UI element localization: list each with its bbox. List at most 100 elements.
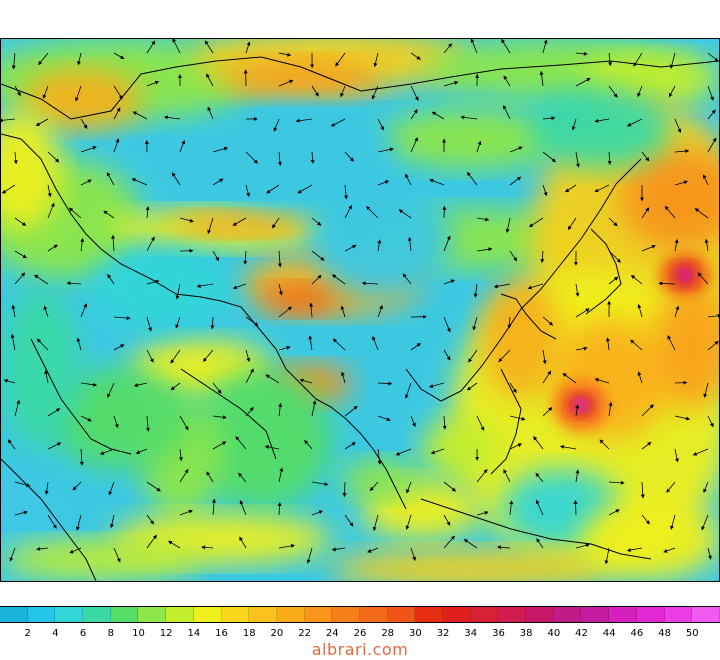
- wind-arrow: [202, 349, 214, 362]
- speed-region: [21, 69, 141, 129]
- wind-arrow: [212, 382, 222, 394]
- wind-arrow: [47, 442, 62, 450]
- color-scale-bar: [0, 606, 720, 623]
- site-watermark: albrari.com: [311, 640, 409, 659]
- wind-arrow: [507, 316, 512, 329]
- color-swatch: [193, 607, 222, 622]
- color-swatch: [138, 607, 167, 622]
- wind-arrow: [80, 237, 85, 252]
- wind-arrow: [277, 502, 282, 516]
- wind-arrow: [509, 382, 517, 394]
- wind-arrow: [608, 250, 621, 263]
- wind-arrow: [204, 40, 214, 54]
- wind-arrow: [503, 468, 511, 483]
- wind-arrow: [542, 316, 554, 326]
- color-scale-tick-label: 36: [492, 628, 505, 639]
- wind-arrow: [80, 382, 98, 387]
- wind-arrow: [466, 171, 478, 186]
- wind-arrow: [47, 202, 55, 219]
- wind-arrow: [674, 415, 691, 421]
- wind-arrow: [66, 281, 82, 286]
- color-scale-tick-label: 22: [298, 628, 311, 639]
- wind-speed-map-svg: [1, 39, 719, 581]
- speed-region: [1, 539, 201, 579]
- color-swatch: [664, 607, 693, 622]
- color-swatch: [387, 607, 416, 622]
- color-scale-tick-label: 8: [107, 628, 114, 639]
- wind-arrow: [80, 146, 97, 153]
- color-scale-tick-label: 40: [547, 628, 561, 639]
- color-swatch: [470, 607, 499, 622]
- wind-arrow: [344, 204, 352, 219]
- wind-arrow: [278, 345, 291, 351]
- wind-arrow: [295, 118, 313, 123]
- wind-arrow: [170, 382, 181, 391]
- color-swatch: [609, 607, 637, 622]
- color-swatch: [304, 607, 333, 622]
- wind-arrow: [369, 481, 379, 492]
- wind-arrow: [146, 316, 152, 332]
- wind-arrow: [468, 349, 478, 363]
- wind-arrow: [47, 151, 60, 163]
- wind-arrow: [692, 448, 709, 456]
- wind-arrow: [442, 415, 447, 430]
- wind-arrow: [207, 106, 214, 120]
- wind-arrow: [278, 543, 295, 549]
- wind-arrow: [542, 184, 548, 197]
- color-swatch: [553, 607, 582, 622]
- wind-arrow: [344, 405, 358, 417]
- wind-arrow: [9, 547, 16, 562]
- wind-arrow: [377, 381, 393, 386]
- wind-arrow: [404, 382, 412, 399]
- wind-arrow: [527, 283, 544, 290]
- color-swatch: [581, 607, 610, 622]
- speed-region: [1, 109, 61, 229]
- wind-arrow: [377, 415, 391, 422]
- wind-arrow: [443, 80, 459, 87]
- coastline-path: [180, 368, 277, 460]
- wind-arrow: [674, 380, 688, 385]
- wind-arrow: [372, 514, 379, 532]
- wind-arrow: [3, 379, 16, 384]
- wind-arrow: [559, 444, 577, 450]
- wind-arrow: [674, 305, 680, 318]
- wind-arrow: [605, 337, 610, 351]
- wind-arrow: [245, 184, 251, 197]
- wind-arrow: [707, 109, 716, 120]
- wind-arrow: [212, 178, 224, 186]
- wind-arrow: [14, 85, 21, 97]
- color-scale-tick-label: 18: [242, 628, 256, 639]
- wind-arrow: [707, 52, 719, 62]
- wind-arrow: [212, 415, 227, 420]
- color-scale-tick-label: 4: [52, 628, 59, 639]
- wind-arrow: [179, 140, 186, 153]
- wind-arrow: [14, 510, 28, 516]
- wind-arrow: [132, 111, 148, 120]
- wind-arrow: [674, 118, 682, 133]
- wind-arrow: [1, 118, 16, 123]
- wind-arrow: [273, 118, 280, 132]
- wind-arrow: [630, 274, 643, 285]
- wind-arrow: [232, 217, 247, 226]
- wind-arrow: [608, 480, 625, 485]
- wind-arrow: [707, 313, 719, 318]
- wind-arrow: [594, 377, 610, 384]
- wind-arrow: [131, 178, 148, 186]
- wind-arrow: [463, 539, 478, 549]
- coastline-path: [1, 56, 719, 120]
- wind-arrow: [373, 52, 379, 68]
- wind-arrow: [68, 207, 82, 219]
- coastline-path: [405, 158, 642, 402]
- speed-region: [531, 89, 671, 169]
- wind-arrow: [428, 382, 445, 388]
- wind-arrow: [201, 545, 214, 550]
- wind-arrow: [402, 273, 412, 285]
- color-scale-tick-label: 26: [353, 628, 367, 639]
- coastlines: [1, 56, 719, 581]
- speed-region: [680, 270, 690, 280]
- wind-speed-field: [1, 39, 719, 581]
- wind-arrow: [113, 316, 131, 321]
- wind-arrow: [637, 85, 643, 98]
- wind-arrow: [44, 481, 49, 495]
- wind-arrow: [509, 415, 526, 421]
